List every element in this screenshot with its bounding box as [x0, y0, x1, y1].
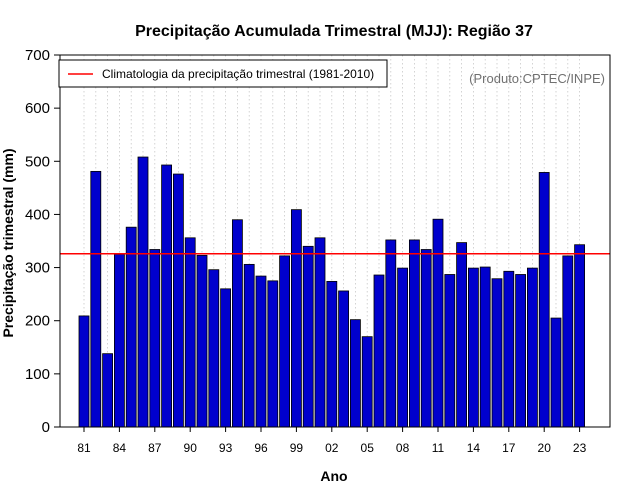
bar-1987 — [149, 249, 161, 428]
bar-2023 — [574, 244, 585, 428]
bar-1992 — [208, 269, 220, 428]
bar-2015 — [479, 266, 491, 428]
bar-1998 — [279, 255, 291, 428]
bar-2000 — [302, 245, 314, 428]
x-tick-label: 05 — [361, 441, 375, 455]
bar-1994 — [231, 219, 243, 428]
x-axis-label: Ano — [320, 468, 347, 484]
y-tick-label: 400 — [25, 206, 50, 223]
x-tick-label: 02 — [325, 441, 339, 455]
x-tick-label: 93 — [219, 441, 233, 455]
x-tick-label: 81 — [77, 441, 91, 455]
bar-1999 — [290, 209, 302, 428]
legend: Climatologia da precipitação trimestral … — [58, 59, 388, 88]
bar-2016 — [491, 278, 503, 428]
bar-1996 — [255, 275, 267, 428]
bar-1995 — [243, 263, 255, 428]
bar-1985 — [125, 226, 137, 428]
x-tick-label: 84 — [113, 441, 127, 455]
bar-1991 — [196, 254, 208, 428]
y-tick-label: 0 — [42, 419, 50, 436]
x-tick-label: 96 — [254, 441, 268, 455]
bar-series — [78, 156, 585, 428]
bar-2010 — [420, 249, 432, 428]
bar-1988 — [161, 164, 173, 428]
bar-1982 — [90, 170, 102, 428]
x-tick-label: 99 — [290, 441, 304, 455]
bar-2003 — [338, 290, 350, 428]
y-axis: 0 100 200 300 400 500 600 700 — [25, 47, 60, 436]
product-credit: (Produto:CPTEC/INPE) — [469, 71, 605, 86]
bar-1983 — [102, 353, 113, 428]
bar-2020 — [538, 172, 550, 428]
y-tick-label: 200 — [25, 313, 50, 330]
chart-title: Precipitação Acumulada Trimestral (MJJ):… — [135, 23, 533, 40]
x-tick-label: 20 — [538, 441, 552, 455]
bar-2001 — [314, 237, 326, 428]
x-tick-label: 23 — [573, 441, 587, 455]
bar-2018 — [515, 274, 526, 428]
x-tick-label: 87 — [148, 441, 162, 455]
y-tick-label: 600 — [25, 100, 50, 117]
bar-1986 — [137, 156, 149, 428]
bar-2004 — [349, 319, 361, 428]
bar-2021 — [550, 317, 562, 428]
bar-1993 — [220, 288, 232, 428]
bar-1989 — [172, 173, 184, 428]
x-tick-label: 11 — [432, 441, 445, 455]
bar-2017 — [503, 270, 515, 428]
bar-1990 — [184, 237, 196, 428]
y-tick-label: 300 — [25, 260, 50, 277]
bar-2005 — [361, 336, 373, 428]
legend-box — [58, 59, 388, 88]
bar-2006 — [373, 274, 385, 428]
bar-2013 — [456, 242, 468, 428]
x-tick-label: 14 — [467, 441, 481, 455]
y-tick-label: 500 — [25, 153, 50, 170]
bar-2008 — [397, 267, 409, 428]
bar-1997 — [267, 280, 279, 428]
bar-2012 — [444, 274, 456, 428]
y-axis-label: Precipitação trimestral (mm) — [0, 148, 16, 337]
y-tick-label: 700 — [25, 47, 50, 64]
bar-2009 — [408, 239, 420, 428]
x-tick-label: 08 — [396, 441, 410, 455]
bar-2002 — [326, 280, 338, 428]
bar-2019 — [527, 267, 538, 428]
x-tick-label: 90 — [184, 441, 198, 455]
bar-2014 — [467, 267, 479, 428]
bar-2007 — [385, 239, 397, 428]
x-tick-label: 17 — [502, 441, 516, 455]
x-axis: 81 84 87 90 93 96 99 02 05 08 11 14 17 20 23 — [77, 427, 587, 455]
y-tick-label: 100 — [25, 366, 50, 383]
legend-label: Climatologia da precipitação trimestral … — [102, 67, 374, 81]
bar-2011 — [432, 218, 444, 428]
bar-1981 — [78, 315, 90, 428]
bar-1984 — [114, 253, 125, 428]
bar-2022 — [562, 255, 574, 428]
plot-frame — [59, 54, 611, 428]
